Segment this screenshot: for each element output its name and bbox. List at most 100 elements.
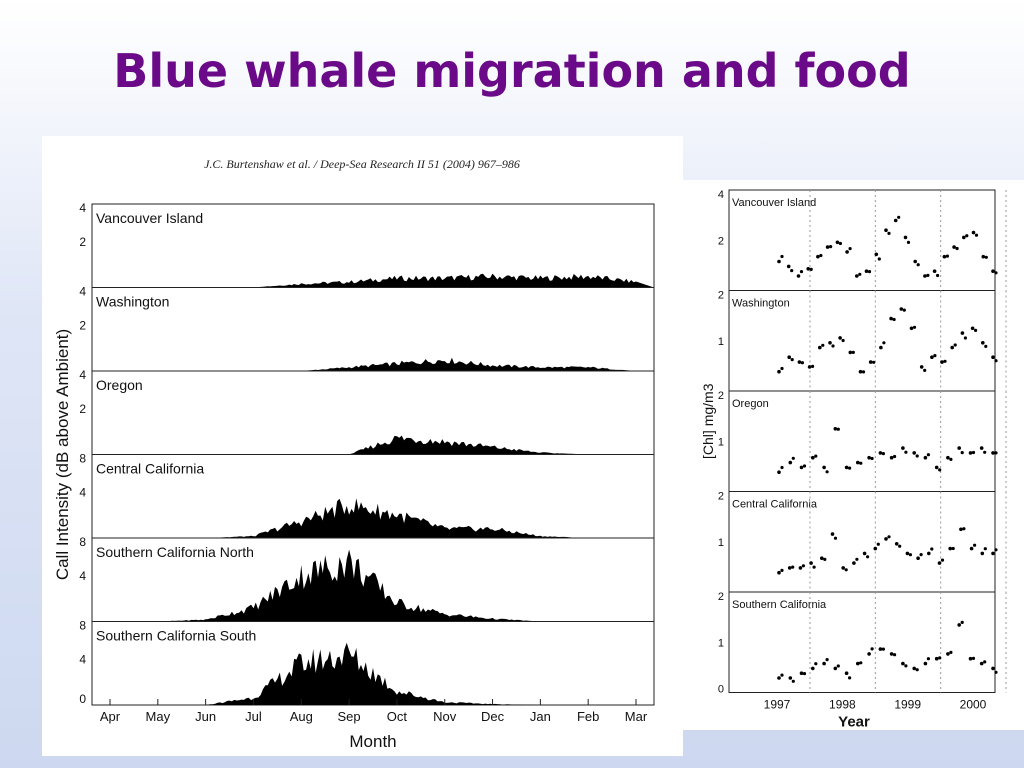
chl-point — [994, 271, 998, 275]
chl-point — [780, 366, 784, 371]
chl-point — [807, 365, 812, 369]
chl-point — [831, 344, 835, 348]
chl-point — [991, 551, 995, 556]
chl-point — [876, 542, 880, 546]
chl-point — [809, 267, 813, 271]
chl-point — [994, 670, 998, 674]
chl-point — [953, 343, 957, 347]
chl-point — [874, 252, 879, 257]
chl-point — [799, 270, 804, 274]
y-tick-label: 1 — [718, 637, 724, 649]
chl-point — [833, 427, 838, 431]
chl-point — [908, 553, 912, 557]
chl-point — [974, 328, 978, 332]
chl-point — [955, 246, 959, 251]
chl-point — [932, 269, 937, 273]
chl-point — [841, 338, 845, 343]
chl-point — [946, 455, 950, 460]
y-tick-label: 4 — [79, 285, 86, 299]
chl-point — [968, 451, 973, 455]
panel-label: Southern California South — [96, 628, 256, 644]
chl-point — [841, 566, 845, 570]
panel-label: Southern California North — [96, 544, 254, 560]
chl-point — [867, 652, 871, 656]
chl-point — [811, 666, 815, 671]
chl-point — [859, 661, 863, 665]
x-tick-label: Mar — [625, 709, 648, 724]
x-tick-label: Dec — [481, 709, 505, 724]
chl-point — [949, 457, 953, 461]
chl-point — [981, 254, 986, 259]
panel-label: Washington — [732, 298, 790, 310]
y-tick-label: 8 — [79, 619, 86, 633]
chl-point — [930, 547, 934, 551]
chl-point — [845, 250, 849, 254]
chl-point — [962, 527, 966, 531]
chl-point — [873, 546, 878, 551]
call-intensity-area-4 — [92, 549, 654, 622]
chl-point — [806, 267, 810, 271]
chl-point — [864, 269, 869, 273]
chl-point — [858, 369, 863, 374]
chl-point — [777, 676, 781, 680]
chl-point — [811, 455, 815, 460]
y-tick-label: 2 — [718, 290, 724, 302]
chl-point — [787, 355, 791, 359]
chl-point — [923, 455, 928, 460]
chl-point — [859, 461, 863, 465]
chl-point — [905, 551, 910, 556]
chl-point — [870, 647, 874, 651]
x-axis-title: Year — [838, 714, 870, 731]
chl-point — [814, 454, 818, 458]
chl-point — [926, 453, 930, 457]
chl-point — [777, 369, 781, 374]
call-intensity-area-2 — [92, 435, 654, 455]
chl-point — [899, 307, 904, 311]
chl-point — [940, 558, 945, 562]
chl-point — [979, 446, 984, 450]
chl-point — [898, 544, 902, 548]
chl-point — [971, 656, 976, 660]
chl-point — [957, 623, 961, 627]
chl-point — [951, 546, 955, 551]
chl-point — [938, 656, 942, 660]
y-axis-title: [Chl] mg/m3 — [700, 383, 716, 459]
chl-point — [915, 668, 919, 672]
chl-point — [881, 452, 885, 456]
panel-label: Oregon — [732, 398, 769, 410]
chl-point — [818, 345, 822, 350]
chl-point — [780, 254, 784, 259]
call-intensity-area-5 — [92, 642, 654, 705]
chl-point — [984, 344, 988, 348]
chl-point — [825, 245, 830, 249]
panel-label: Southern California — [732, 599, 827, 611]
chl-point — [950, 345, 954, 350]
chl-point — [868, 360, 873, 364]
chl-point — [960, 620, 964, 624]
chl-point — [867, 270, 872, 274]
chl-point — [959, 527, 963, 532]
y-tick-label: 4 — [79, 485, 86, 499]
x-tick-label: 2000 — [960, 698, 987, 712]
chl-point — [979, 661, 984, 666]
panel-frame — [728, 390, 996, 492]
chl-point — [788, 676, 793, 680]
panel-label: Central California — [732, 499, 818, 511]
chl-point — [889, 652, 894, 656]
chl-point — [851, 350, 855, 354]
chl-point — [856, 460, 860, 465]
y-tick-label: 4 — [79, 368, 86, 382]
chl-point — [870, 456, 874, 461]
y-tick-label: 1 — [718, 436, 724, 448]
chl-point — [983, 547, 987, 551]
chl-point — [867, 455, 871, 460]
x-tick-label: 1999 — [894, 698, 921, 712]
chl-point — [912, 666, 916, 671]
y-tick-label: 4 — [718, 189, 724, 201]
chl-point — [991, 355, 995, 359]
chl-point — [777, 259, 781, 264]
chl-point — [926, 273, 930, 277]
chl-point — [971, 450, 976, 455]
x-tick-label: Aug — [290, 709, 313, 724]
chl-point — [791, 565, 795, 569]
